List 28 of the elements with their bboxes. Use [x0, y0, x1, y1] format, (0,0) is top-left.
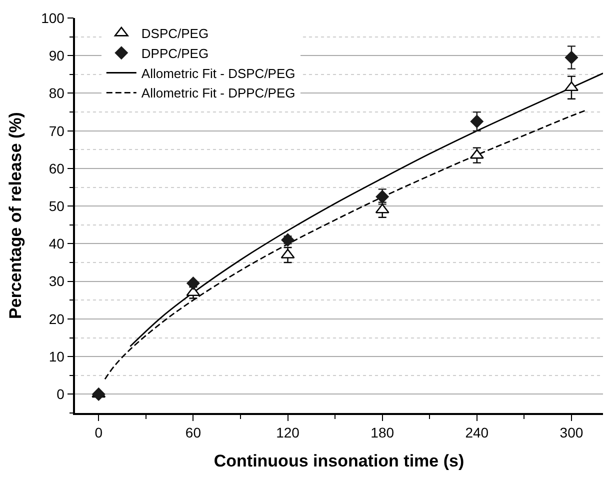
y-tick-label: 40 [48, 236, 65, 252]
legend-label: Allometric Fit - DSPC/PEG [141, 66, 296, 81]
x-tick-label: 240 [465, 424, 489, 441]
legend-label: Allometric Fit - DPPC/PEG [141, 86, 296, 101]
y-tick-label: 100 [41, 10, 65, 26]
y-tick-label: 60 [48, 160, 65, 176]
point [281, 233, 294, 246]
point [564, 51, 578, 64]
x-axis-title: Continuous insonation time (s) [214, 451, 464, 470]
y-tick-label: 30 [48, 273, 65, 290]
y-tick-label: 90 [48, 48, 65, 64]
y-tick-label: 70 [48, 122, 65, 139]
legend-label: DSPC/PEG [141, 26, 209, 42]
y-tick-label: 80 [48, 85, 65, 102]
x-tick-label: 120 [276, 424, 300, 441]
y-tick-label: 20 [48, 310, 65, 327]
y-tick-label: 10 [48, 348, 65, 364]
x-tick-label: 180 [370, 424, 394, 441]
x-tick-label: 60 [185, 424, 202, 441]
point [470, 114, 484, 128]
y-axis-title: Percentage of release (%) [6, 112, 26, 319]
x-tick-label: 0 [94, 424, 103, 441]
point [92, 388, 106, 401]
x-tick-label: 300 [560, 424, 584, 441]
y-tick-label: 50 [48, 198, 65, 214]
point [186, 276, 200, 290]
legend-label: DPPC/PEG [141, 46, 209, 61]
y-tick-label: 0 [56, 386, 65, 402]
